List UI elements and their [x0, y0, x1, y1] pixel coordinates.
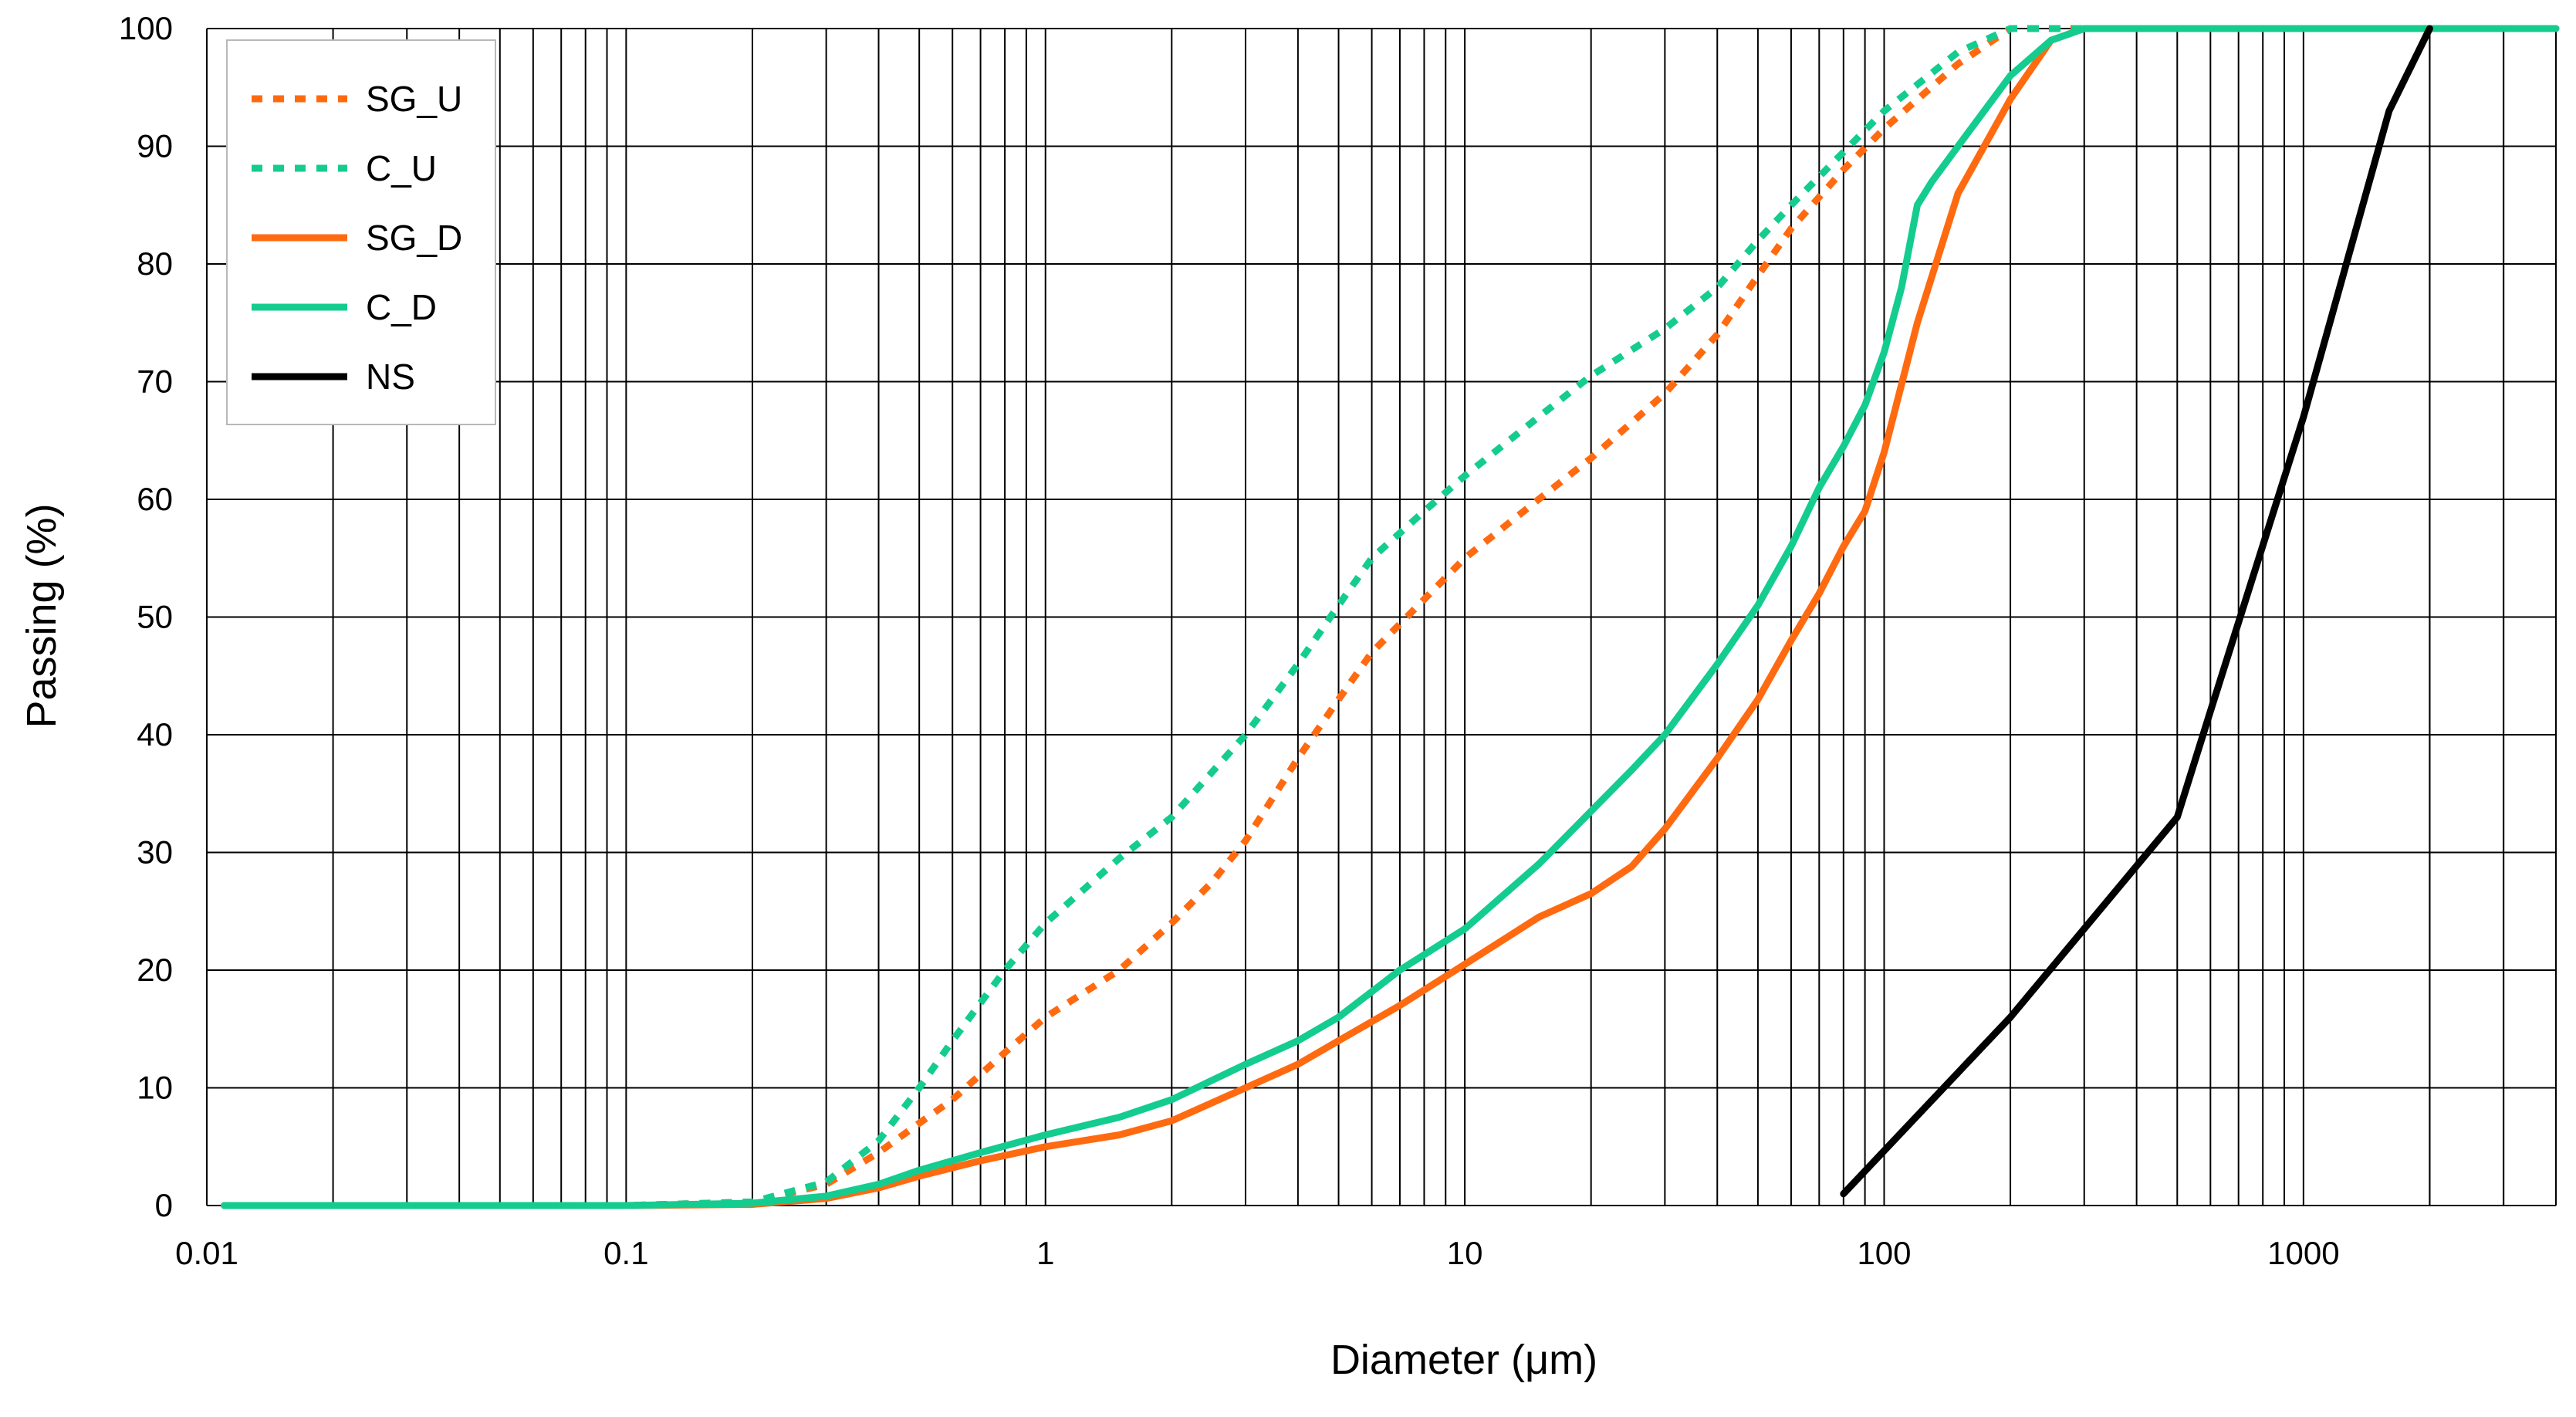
y-tick-label: 40: [137, 716, 173, 752]
y-tick-label: 90: [137, 128, 173, 164]
x-tick-label: 0.01: [175, 1235, 238, 1271]
x-tick-label: 1: [1036, 1235, 1054, 1271]
y-tick-label: 70: [137, 364, 173, 400]
legend-box: [226, 39, 496, 425]
series-line-c-u: [224, 25, 2556, 1209]
series-line-c-d: [221, 25, 2560, 1209]
series-line-sg-d: [221, 25, 2560, 1209]
x-axis-title: Diameter (μm): [1330, 1337, 1597, 1383]
y-tick-label: 0: [155, 1187, 173, 1223]
legend-label: NS: [366, 357, 415, 397]
y-tick-label: 50: [137, 599, 173, 635]
x-tick-label: 100: [1857, 1235, 1911, 1271]
x-tick-label: 0.1: [603, 1235, 648, 1271]
y-tick-label: 100: [119, 10, 173, 46]
x-tick-label: 10: [1447, 1235, 1483, 1271]
x-tick-label: 1000: [2267, 1235, 2339, 1271]
y-axis-title: Passing (%): [19, 503, 65, 728]
y-tick-label: 10: [137, 1070, 173, 1106]
legend-label: SG_U: [366, 79, 462, 119]
series-lines: [221, 25, 2560, 1209]
y-tick-labels: 0 10 20 30 40 50 60 70 80 90 100: [119, 10, 173, 1223]
y-tick-label: 30: [137, 834, 173, 871]
legend-label: C_U: [366, 148, 437, 188]
legend-label: C_D: [366, 287, 437, 327]
series-line-ns: [1840, 25, 2433, 1198]
y-tick-label: 20: [137, 952, 173, 988]
y-tick-label: 80: [137, 245, 173, 282]
grid-lines: [206, 28, 2557, 1206]
legend-label: SG_D: [366, 218, 462, 258]
x-tick-labels: 0.01 0.1 1 10 100 1000: [175, 1235, 2339, 1271]
y-tick-label: 60: [137, 481, 173, 517]
series-line-sg-u: [224, 25, 2556, 1209]
legend: SG_U C_U SG_D C_D NS: [226, 39, 496, 425]
